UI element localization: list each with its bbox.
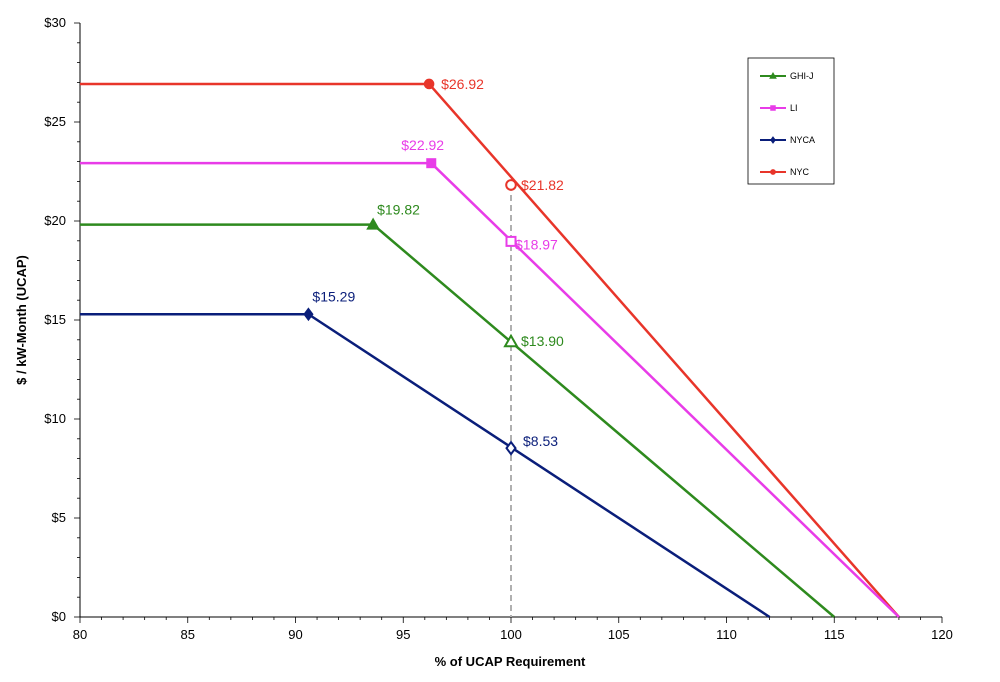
data-label-ghi-j: $13.90 <box>521 333 564 349</box>
legend-marker-ghi-j <box>769 71 777 79</box>
data-point-nyc <box>423 78 435 90</box>
legend: GHI-J LI NYCA NYC <box>747 57 835 185</box>
y-tick-label: $0 <box>52 609 66 624</box>
data-label-li: $22.92 <box>401 137 444 153</box>
data-point-ghi-j <box>503 333 519 348</box>
legend-marker-li <box>770 105 776 111</box>
series-line-ghi-j <box>80 223 836 618</box>
x-tick-label: 100 <box>500 627 522 642</box>
x-tick-label: 105 <box>608 627 630 642</box>
series-line-li <box>80 161 900 618</box>
data-point-ghi-j <box>366 217 380 230</box>
data-point-li <box>505 235 517 247</box>
series-layer <box>80 78 900 619</box>
data-label-nyc: $21.82 <box>521 177 564 193</box>
x-tick-label: 115 <box>824 627 845 642</box>
legend-marker-nyca <box>770 136 776 144</box>
data-label-nyca: $15.29 <box>312 288 355 304</box>
x-tick-label: 110 <box>716 627 737 642</box>
legend-label: GHI-J <box>790 71 814 81</box>
x-tick-label: 120 <box>931 627 953 642</box>
y-tick-label: $30 <box>44 15 66 30</box>
legend-marker-nyc <box>770 169 776 175</box>
y-tick-label: $5 <box>52 510 66 525</box>
legend-label: NYC <box>790 167 810 177</box>
data-labels: $26.92 $21.82 $22.92 $18.97 $19.82 $13.90 $15.… <box>312 76 564 449</box>
data-point-nyc <box>505 179 517 191</box>
series-ghi-j <box>80 217 836 618</box>
y-axis-title: $ / kW-Month (UCAP) <box>14 255 29 385</box>
legend-label: NYCA <box>790 135 815 145</box>
y-tick-label: $10 <box>44 411 66 426</box>
x-tick-label: 85 <box>181 627 195 642</box>
x-tick-label: 80 <box>73 627 87 642</box>
x-tick-label: 95 <box>396 627 410 642</box>
data-point-li <box>426 158 437 169</box>
y-tick-label: $20 <box>44 213 66 228</box>
series-line-nyca <box>80 313 771 619</box>
data-point-nyca <box>303 307 314 322</box>
series-nyca <box>80 307 771 619</box>
x-axis-title: % of UCAP Requirement <box>435 654 586 669</box>
data-label-ghi-j: $19.82 <box>377 202 420 218</box>
y-tick-label: $25 <box>44 114 66 129</box>
data-point-nyca <box>505 440 517 456</box>
series-nyc <box>80 78 900 618</box>
axes: $0 $5 $10 $15 $20 $25 $30 80 85 90 95 100 105 110 115 1… <box>44 15 953 642</box>
data-label-li: $18.97 <box>515 236 558 252</box>
legend-label: LI <box>790 103 798 113</box>
y-tick-label: $15 <box>44 312 66 327</box>
data-label-nyca: $8.53 <box>523 433 558 449</box>
legend-box <box>747 57 835 185</box>
series-li <box>80 158 900 618</box>
x-tick-label: 90 <box>288 627 302 642</box>
data-label-nyc: $26.92 <box>441 76 484 92</box>
